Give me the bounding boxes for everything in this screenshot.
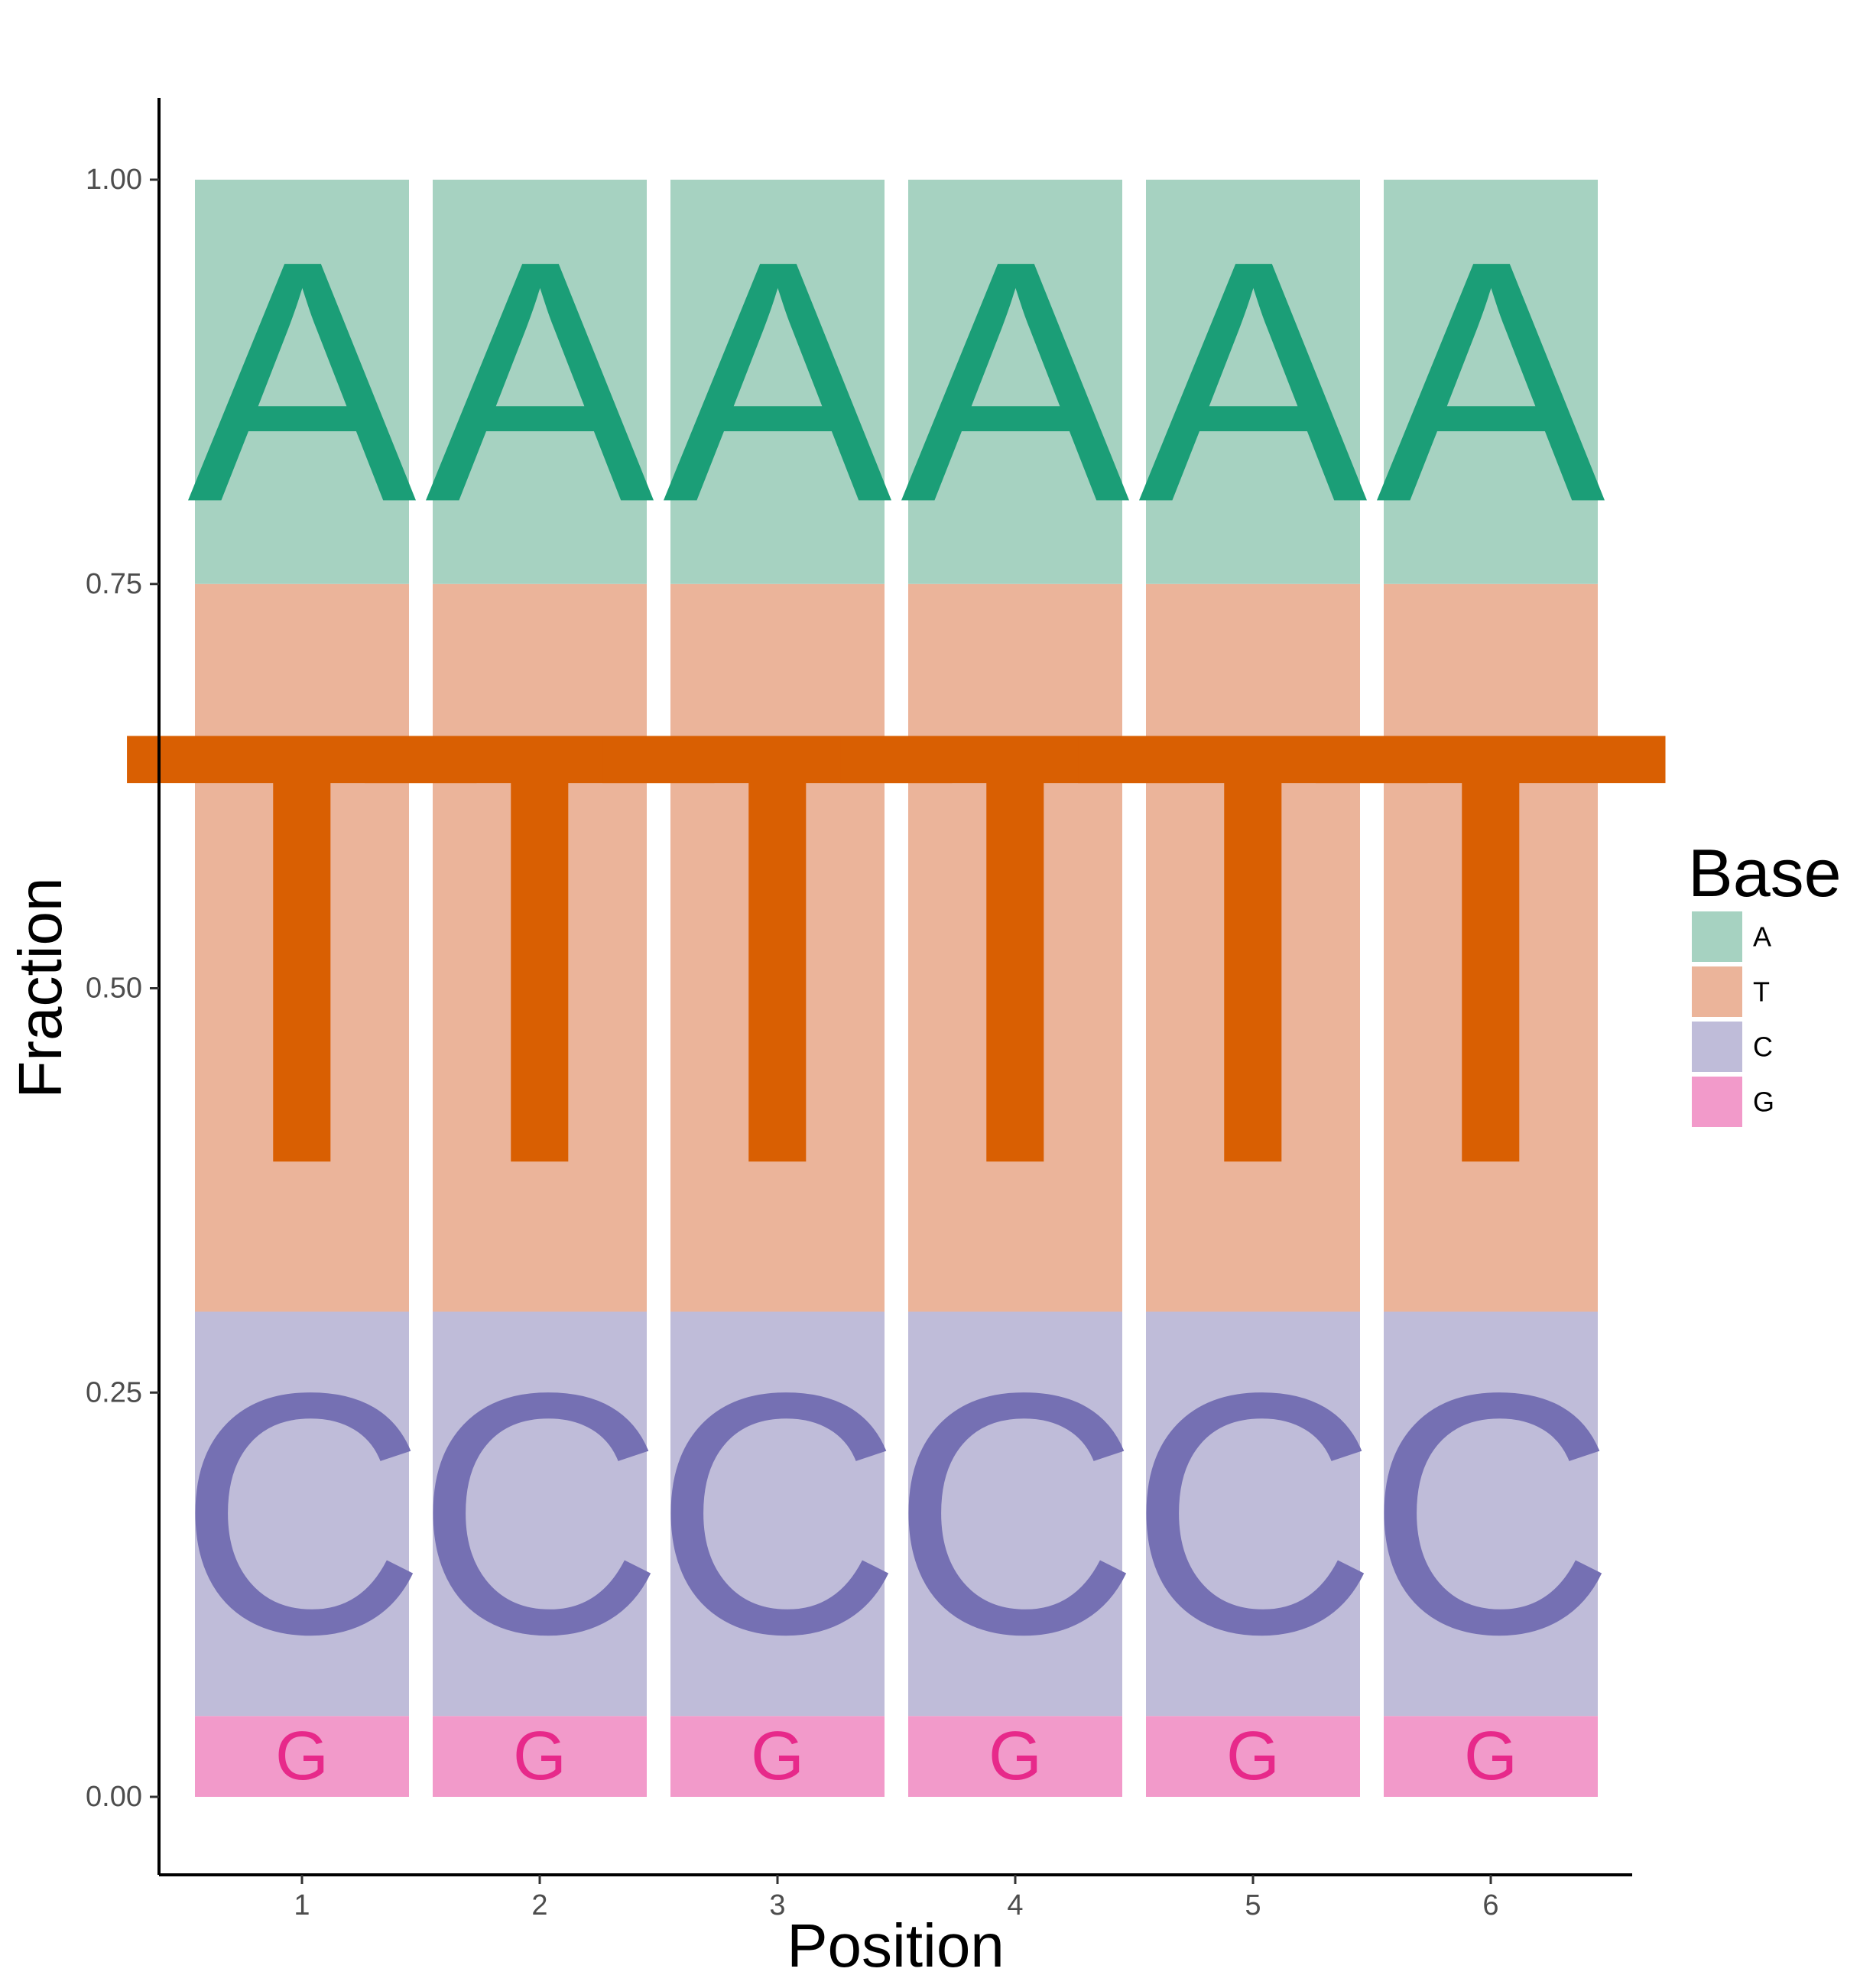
axes-layer: [157, 98, 1632, 1876]
y-axis-title: Fraction: [6, 878, 74, 1099]
bar-segment-C-5: [1146, 1311, 1360, 1717]
x-ticks: 1 2 3 4 5 6: [294, 1875, 1499, 1921]
x-tick-label: 1: [294, 1889, 310, 1921]
bar-letter-C-5: C: [1129, 1322, 1378, 1706]
bar-letter-T-2: T: [351, 603, 729, 1293]
bar-letter-A-6: A: [1376, 190, 1607, 573]
x-tick-label: 3: [769, 1889, 785, 1921]
bar-segment-C-1: [195, 1311, 409, 1717]
bar-letter-T-1: T: [113, 603, 491, 1293]
bar-segment-T-6: [1384, 583, 1598, 1312]
bar-segment-T-1: [195, 583, 409, 1312]
bar-letter-T-6: T: [1302, 603, 1680, 1293]
y-tick-label: 0.00: [86, 1781, 142, 1813]
bar-letter-A-1: A: [187, 190, 418, 573]
bar-segment-A-2: [433, 180, 647, 584]
x-tick-label: 5: [1245, 1889, 1261, 1921]
legend-key-A: [1692, 911, 1742, 962]
bar-segment-G-5: [1146, 1716, 1360, 1797]
legend-key-G: [1692, 1077, 1742, 1127]
bar-segment-T-4: [908, 583, 1122, 1312]
bar-letter-T-4: T: [826, 603, 1204, 1293]
legend-label-G: G: [1753, 1087, 1774, 1118]
legend-label-A: A: [1753, 921, 1771, 953]
bar-segment-G-1: [195, 1716, 409, 1797]
bar-letter-C-3: C: [654, 1322, 902, 1706]
legend-title: Base: [1688, 835, 1842, 911]
bar-segment-T-3: [670, 583, 885, 1312]
x-axis-title: Position: [787, 1912, 1005, 1980]
bar-segment-G-6: [1384, 1716, 1598, 1797]
legend-label-T: T: [1753, 976, 1770, 1008]
legend-label-C: C: [1753, 1031, 1773, 1063]
bar-letter-G-2: G: [513, 1718, 566, 1795]
bar-letter-G-1: G: [275, 1718, 329, 1795]
bar-segment-A-6: [1384, 180, 1598, 584]
bar-segment-C-3: [670, 1311, 885, 1717]
bar-segment-C-2: [433, 1311, 647, 1717]
bar-letter-C-6: C: [1367, 1322, 1615, 1706]
bar-letter-G-6: G: [1464, 1718, 1518, 1795]
bar-letter-T-3: T: [589, 603, 966, 1293]
legend-key-T: [1692, 966, 1742, 1017]
bar-segment-A-5: [1146, 180, 1360, 584]
bar-letter-C-2: C: [416, 1322, 664, 1706]
y-tick-label: 0.75: [86, 568, 142, 600]
bar-segment-T-2: [433, 583, 647, 1312]
bar-segment-G-4: [908, 1716, 1122, 1797]
bar-segment-C-4: [908, 1311, 1122, 1717]
x-tick-label: 4: [1007, 1889, 1023, 1921]
y-tick-label: 0.25: [86, 1376, 142, 1408]
bar-segment-A-1: [195, 180, 409, 584]
y-ticks: 0.00 0.25 0.50 0.75 1.00: [86, 164, 159, 1813]
bar-segment-G-2: [433, 1716, 647, 1797]
bar-letter-C-4: C: [891, 1322, 1140, 1706]
bar-letter-G-4: G: [988, 1718, 1042, 1795]
bar-segment-G-3: [670, 1716, 885, 1797]
bar-letter-G-3: G: [751, 1718, 804, 1795]
bar-letter-A-3: A: [663, 190, 894, 573]
x-tick-label: 2: [531, 1889, 547, 1921]
x-tick-label: 6: [1482, 1889, 1498, 1921]
bar-segment-T-5: [1146, 583, 1360, 1312]
bar-letter-A-4: A: [901, 190, 1131, 573]
bar-segment-A-3: [670, 180, 885, 584]
bar-letter-C-1: C: [178, 1322, 427, 1706]
y-tick-label: 0.50: [86, 973, 142, 1005]
y-tick-label: 1.00: [86, 164, 142, 196]
bar-segment-C-6: [1384, 1311, 1598, 1717]
bar-letter-A-2: A: [425, 190, 656, 573]
legend-key-C: [1692, 1022, 1742, 1072]
bar-letter-T-5: T: [1064, 603, 1442, 1293]
bar-segment-A-4: [908, 180, 1122, 584]
bars-layer: [195, 180, 1598, 1797]
bar-letter-A-5: A: [1138, 190, 1369, 573]
bar-letter-G-5: G: [1226, 1718, 1280, 1795]
